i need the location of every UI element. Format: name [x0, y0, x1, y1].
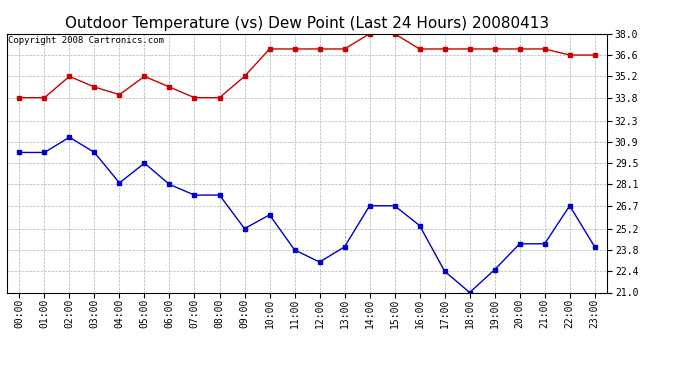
- Title: Outdoor Temperature (vs) Dew Point (Last 24 Hours) 20080413: Outdoor Temperature (vs) Dew Point (Last…: [65, 16, 549, 31]
- Text: Copyright 2008 Cartronics.com: Copyright 2008 Cartronics.com: [8, 36, 164, 45]
